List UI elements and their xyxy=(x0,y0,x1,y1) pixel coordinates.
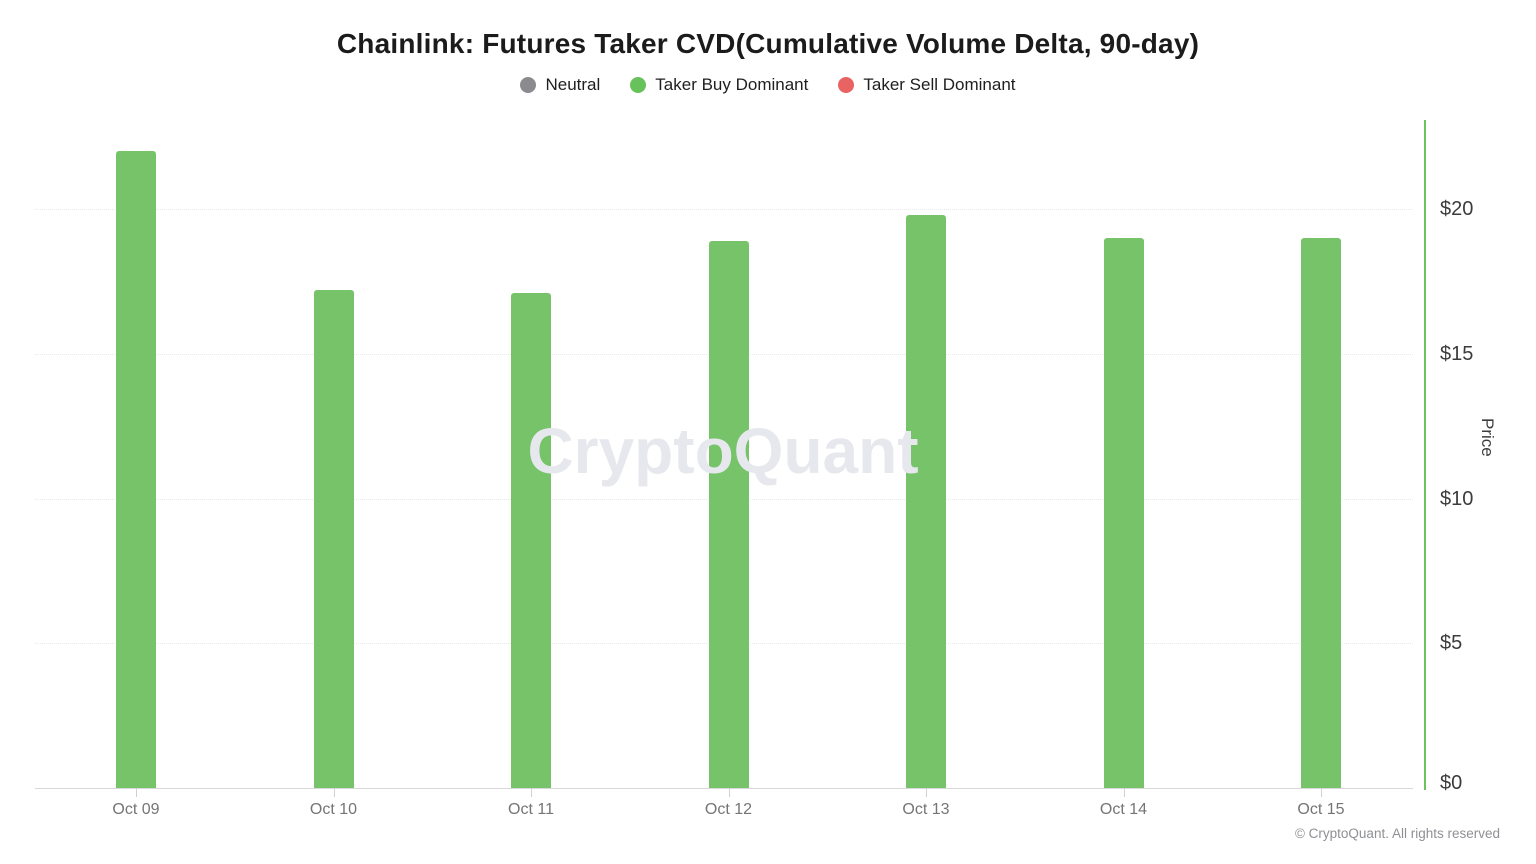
y-tick-label: $5 xyxy=(1440,632,1463,655)
y-tick-label: $10 xyxy=(1440,487,1474,510)
x-tick-label: Oct 11 xyxy=(508,801,554,818)
x-tick-label: Oct 14 xyxy=(1099,801,1148,818)
chart-legend: Neutral Taker Buy Dominant Taker Sell Domi… xyxy=(0,75,1536,95)
bar-oct-11[interactable] xyxy=(511,292,551,788)
x-axis-tick xyxy=(531,788,532,797)
copyright-notice: © CryptoQuant. All rights reserved xyxy=(1294,826,1500,841)
x-axis-tick xyxy=(1321,788,1322,797)
bar-oct-12[interactable] xyxy=(708,240,749,788)
legend-item-taker-sell-dominant[interactable]: Taker Sell Dominant xyxy=(838,75,1016,95)
x-axis-line xyxy=(35,788,1413,789)
legend-dot-icon xyxy=(630,77,647,93)
legend-dot-icon xyxy=(520,77,537,93)
chart-title: Chainlink: Futures Taker CVD(Cumulative … xyxy=(336,28,1200,59)
x-axis-tick xyxy=(926,788,927,797)
legend-dot-icon xyxy=(838,77,855,93)
x-axis-tick xyxy=(333,788,335,797)
x-tick-label: Oct 12 xyxy=(704,801,753,818)
legend-item-taker-buy-dominant[interactable]: Taker Buy Dominant xyxy=(630,75,808,95)
x-tick-label: Oct 10 xyxy=(309,801,358,818)
y-axis-line xyxy=(1424,120,1426,790)
x-axis-tick xyxy=(136,788,137,797)
y-axis-title: Price xyxy=(1478,418,1497,457)
x-axis-tick xyxy=(1123,788,1125,797)
y-tick-label: $20 xyxy=(1440,198,1474,220)
bar-oct-15[interactable] xyxy=(1301,237,1341,788)
gridline-20 xyxy=(35,209,1413,210)
legend-label: Taker Buy Dominant xyxy=(655,75,809,94)
y-tick-label: $15 xyxy=(1440,342,1474,365)
bar-oct-13[interactable] xyxy=(906,214,946,788)
x-tick-label: Oct 09 xyxy=(112,801,160,818)
y-tick-label: $0 xyxy=(1440,772,1463,794)
x-tick-label: Oct 13 xyxy=(902,801,950,818)
bar-oct-09[interactable] xyxy=(116,151,156,788)
legend-item-neutral[interactable]: Neutral xyxy=(520,75,600,95)
legend-label: Taker Sell Dominant xyxy=(863,75,1016,94)
bar-oct-14[interactable] xyxy=(1103,237,1144,788)
bar-oct-10[interactable] xyxy=(313,290,354,788)
x-tick-label: Oct 15 xyxy=(1297,801,1345,818)
legend-label: Neutral xyxy=(545,75,601,94)
x-axis-tick xyxy=(728,788,730,797)
